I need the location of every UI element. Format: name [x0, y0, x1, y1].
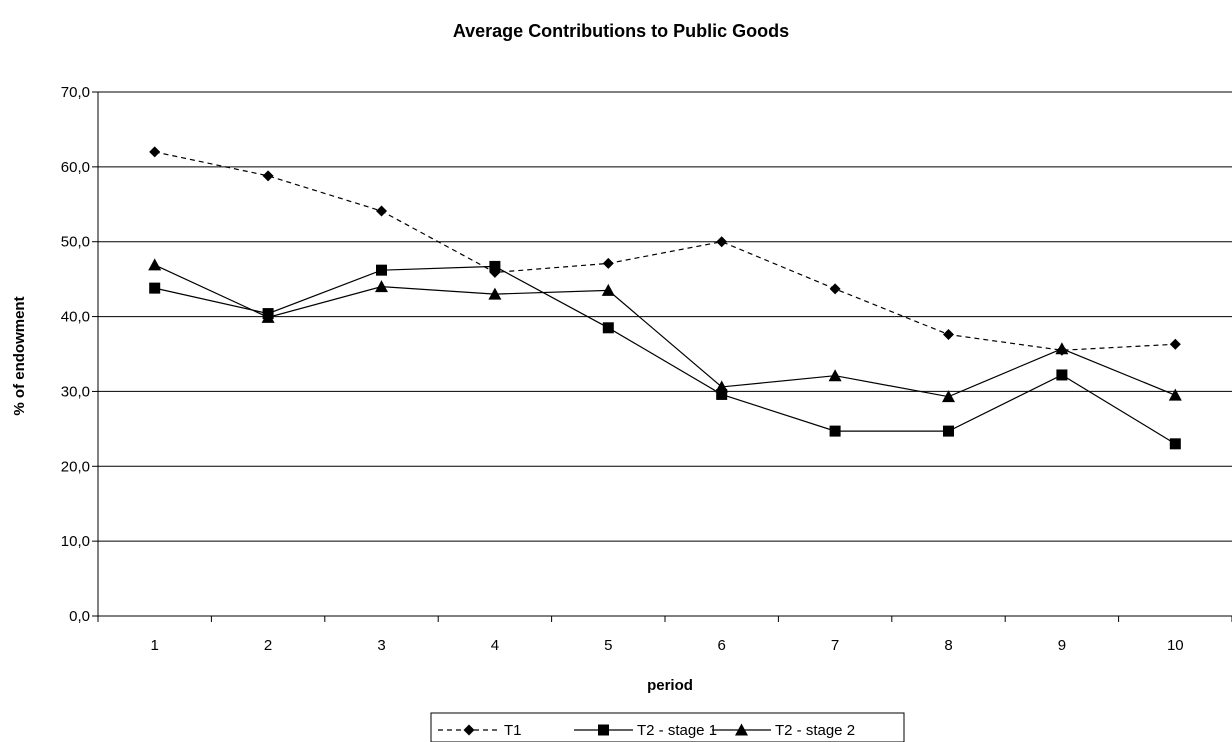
- x-tick-label: 9: [1058, 637, 1066, 654]
- data-point: [1055, 342, 1069, 355]
- data-point: [261, 310, 275, 323]
- x-tick-label: 5: [604, 637, 612, 654]
- y-tick-label: 60,0: [61, 159, 90, 176]
- y-tick-label: 10,0: [61, 533, 90, 550]
- series-line-1: [154, 151, 1176, 351]
- chart-title: Average Contributions to Public Goods: [453, 21, 789, 41]
- legend-label-1: T1: [504, 722, 522, 739]
- y-tick-label: 30,0: [61, 383, 90, 400]
- data-point: [828, 369, 842, 382]
- data-point: [942, 390, 955, 403]
- data-point: [715, 380, 729, 393]
- data-point: [943, 425, 954, 437]
- x-tick-label: 10: [1167, 637, 1184, 654]
- legend-marker-3: [735, 723, 748, 736]
- legend: T1 T2 - stage 1 T2 - stage 2: [430, 712, 905, 742]
- legend-marker-2: [598, 724, 609, 736]
- data-point: [602, 322, 614, 334]
- x-tick-label: 7: [831, 637, 839, 654]
- series-line-3: [154, 264, 1176, 398]
- data-point: [602, 257, 614, 269]
- data-point: [1169, 438, 1181, 450]
- data-point: [376, 264, 387, 276]
- data-point: [148, 258, 162, 271]
- y-axis: 0,0 10,0 20,0 30,0 40,0 50,0 60,0 70,0: [61, 84, 99, 625]
- series-line-2: [154, 265, 1176, 445]
- data-point: [262, 170, 274, 182]
- data-point: [375, 280, 388, 293]
- data-point: [716, 236, 728, 248]
- x-tick-label: 8: [944, 637, 952, 654]
- x-tick-label: 4: [491, 637, 499, 654]
- x-tick-label: 1: [151, 637, 159, 654]
- x-axis-title: period: [647, 677, 693, 694]
- data-point: [829, 283, 841, 295]
- x-axis: 1 2 3 4 5 6 7 8 9 10: [97, 615, 1232, 654]
- y-tick-label: 50,0: [61, 234, 90, 251]
- data-point: [1056, 369, 1068, 381]
- x-tick-label: 6: [718, 637, 726, 654]
- data-point: [829, 425, 841, 437]
- y-tick-label: 40,0: [61, 309, 90, 326]
- data-point: [601, 283, 615, 296]
- data-point: [376, 205, 387, 217]
- y-tick-label: 0,0: [69, 608, 90, 625]
- data-point: [1168, 388, 1182, 401]
- series-lines: [148, 146, 1182, 450]
- data-point: [943, 329, 954, 341]
- y-tick-label: 20,0: [61, 458, 90, 475]
- x-tick-label: 3: [377, 637, 385, 654]
- y-tick-label: 70,0: [61, 84, 90, 101]
- y-axis-title: % of endowment: [11, 296, 28, 415]
- legend-box: [430, 712, 905, 742]
- data-point: [489, 260, 501, 272]
- legend-marker-1: [463, 724, 475, 736]
- data-point: [716, 388, 728, 400]
- data-point: [149, 282, 161, 294]
- data-point: [1169, 338, 1181, 350]
- data-point: [149, 146, 161, 158]
- gridlines: [98, 91, 1232, 542]
- legend-label-3: T2 - stage 2: [775, 722, 855, 739]
- legend-label-2: T2 - stage 1: [637, 722, 717, 739]
- x-tick-label: 2: [264, 637, 272, 654]
- data-point: [488, 287, 502, 300]
